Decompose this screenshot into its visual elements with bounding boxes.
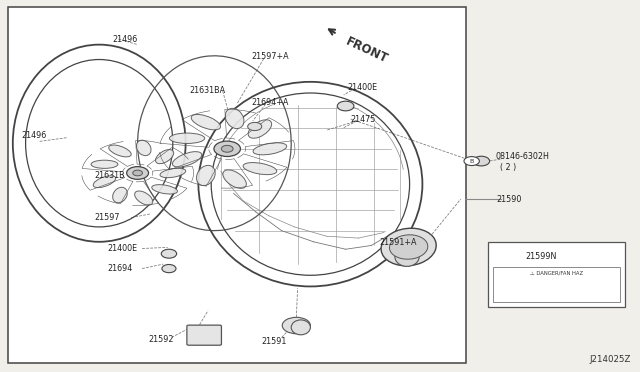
Text: J214025Z: J214025Z <box>589 355 630 364</box>
Ellipse shape <box>156 150 173 164</box>
Ellipse shape <box>243 163 276 174</box>
Circle shape <box>221 145 233 152</box>
Circle shape <box>132 170 143 176</box>
Text: 08146-6302H: 08146-6302H <box>496 153 550 161</box>
Bar <box>8 7 466 363</box>
Ellipse shape <box>253 143 287 155</box>
Circle shape <box>214 141 241 157</box>
FancyBboxPatch shape <box>187 325 221 345</box>
Ellipse shape <box>191 115 221 130</box>
Ellipse shape <box>291 320 310 335</box>
Text: ( 2 ): ( 2 ) <box>500 163 516 172</box>
Ellipse shape <box>390 235 428 259</box>
Ellipse shape <box>248 120 271 138</box>
Text: 21475: 21475 <box>351 115 376 124</box>
Bar <box>493 267 620 302</box>
Text: 21597+A: 21597+A <box>252 52 289 61</box>
Text: 21400E: 21400E <box>347 83 377 92</box>
Circle shape <box>127 167 148 179</box>
Ellipse shape <box>134 191 153 205</box>
Ellipse shape <box>196 166 215 186</box>
Text: 21694+A: 21694+A <box>252 98 289 107</box>
Text: 21599N: 21599N <box>525 252 557 261</box>
Ellipse shape <box>223 170 246 188</box>
Text: FRONT: FRONT <box>344 35 390 66</box>
Circle shape <box>162 264 176 273</box>
Text: B: B <box>470 158 474 164</box>
Ellipse shape <box>113 187 127 203</box>
Text: 21631BA: 21631BA <box>189 86 225 94</box>
Text: 21694: 21694 <box>108 264 132 273</box>
Text: 21631B: 21631B <box>95 171 125 180</box>
Circle shape <box>337 101 354 111</box>
Ellipse shape <box>225 108 244 129</box>
Ellipse shape <box>136 140 151 155</box>
Text: 21496: 21496 <box>112 35 137 44</box>
Circle shape <box>282 317 310 334</box>
Text: 21496: 21496 <box>21 131 46 140</box>
Ellipse shape <box>172 152 202 167</box>
Circle shape <box>248 122 262 131</box>
Text: 21590: 21590 <box>496 195 522 204</box>
Ellipse shape <box>109 145 131 157</box>
Text: 21400E: 21400E <box>108 244 138 253</box>
Text: 21597: 21597 <box>95 213 120 222</box>
Ellipse shape <box>152 185 177 194</box>
Text: 21592: 21592 <box>148 335 174 344</box>
Ellipse shape <box>395 247 419 266</box>
Text: 21591: 21591 <box>261 337 287 346</box>
Text: ⚠ DANGER/FAN HAZ: ⚠ DANGER/FAN HAZ <box>530 270 583 276</box>
Bar <box>488 242 625 307</box>
Circle shape <box>464 157 479 166</box>
Ellipse shape <box>91 160 118 169</box>
Ellipse shape <box>170 133 205 144</box>
Text: 21591+A: 21591+A <box>379 238 417 247</box>
Circle shape <box>473 156 490 166</box>
Ellipse shape <box>93 176 116 187</box>
Ellipse shape <box>381 228 436 266</box>
Circle shape <box>161 249 177 258</box>
Ellipse shape <box>160 168 186 178</box>
